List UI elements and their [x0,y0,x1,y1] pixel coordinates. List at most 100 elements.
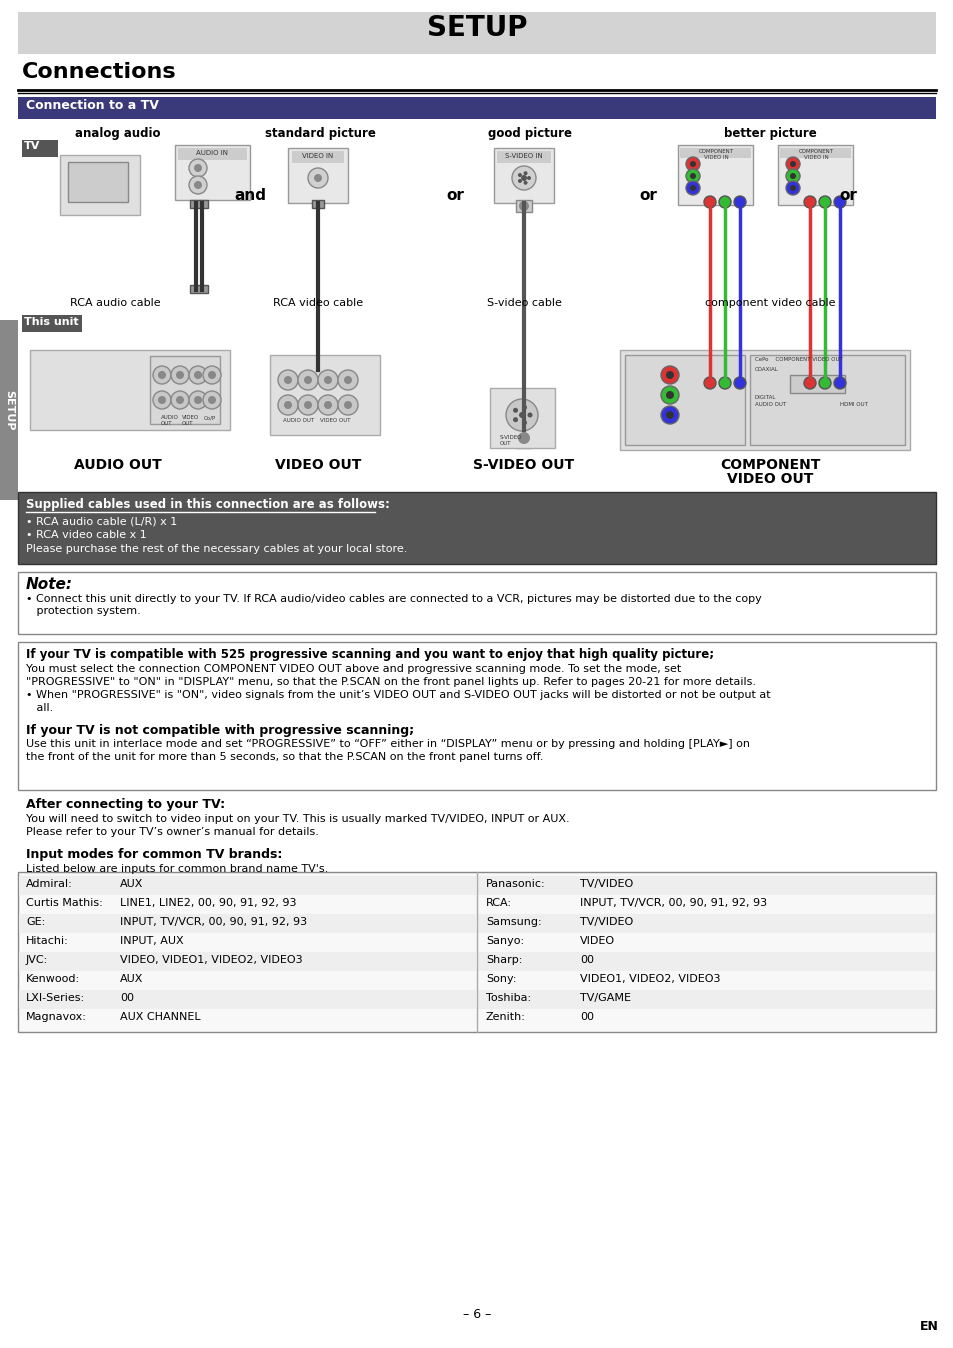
Bar [0,319,18,500]
Text: Admiral:: Admiral: [26,879,72,888]
Bar [18,12,935,54]
Circle shape [193,164,202,173]
Circle shape [324,400,332,408]
Text: VIDEO
OUT: VIDEO OUT [182,415,199,426]
Text: INPUT, AUX: INPUT, AUX [120,936,183,946]
Bar [619,350,909,450]
Text: Listed below are inputs for common brand name TV's.: Listed below are inputs for common brand… [26,864,328,874]
Circle shape [304,376,312,384]
Text: You must select the connection COMPONENT VIDEO OUT above and progressive scannin: You must select the connection COMPONENT… [26,665,680,674]
Text: Kenwood:: Kenwood: [26,975,80,984]
Circle shape [297,369,317,390]
Text: RCA audio cable: RCA audio cable [70,298,160,307]
Bar [19,989,476,1010]
Bar [789,375,844,394]
Text: S-VIDEO OUT: S-VIDEO OUT [473,458,574,472]
Bar [150,356,220,425]
Circle shape [158,396,166,404]
Text: AUDIO OUT: AUDIO OUT [283,418,314,423]
Text: AUDIO IN: AUDIO IN [195,150,228,156]
Circle shape [685,168,700,183]
Circle shape [314,174,322,182]
Bar [778,146,852,205]
Text: COAXIAL: COAXIAL [754,367,778,372]
Circle shape [344,400,352,408]
Bar [477,914,934,933]
Circle shape [785,168,800,183]
Text: You will need to switch to video input on your TV. This is usually marked TV/VID: You will need to switch to video input o… [26,814,569,824]
Text: or: or [639,187,657,204]
Text: AUDIO
OUT: AUDIO OUT [161,415,178,426]
Text: TV/GAME: TV/GAME [579,993,630,1003]
Circle shape [284,376,292,384]
Text: Use this unit in interlace mode and set “PROGRESSIVE” to “OFF” either in “DISPLA: Use this unit in interlace mode and set … [26,739,749,749]
Circle shape [818,377,830,390]
Text: 00: 00 [579,954,594,965]
Bar [780,148,850,158]
Text: Please refer to your TV’s owner’s manual for details.: Please refer to your TV’s owner’s manual… [26,828,318,837]
Circle shape [803,195,815,208]
Text: DIGITAL: DIGITAL [754,395,776,400]
Text: Panasonic:: Panasonic: [485,879,545,888]
Text: • RCA video cable x 1: • RCA video cable x 1 [26,530,147,541]
Circle shape [785,156,800,171]
Text: or: or [839,187,856,204]
Bar [749,355,904,445]
Text: and: and [233,187,266,204]
Bar [292,151,344,163]
Text: 00: 00 [579,1012,594,1022]
Bar [516,200,532,212]
Text: RCA video cable: RCA video cable [273,298,363,307]
Bar [22,140,58,156]
Bar [477,952,934,971]
Circle shape [189,177,207,194]
Text: S-VIDEO IN: S-VIDEO IN [504,154,542,159]
Circle shape [803,377,815,390]
Bar [178,148,247,160]
Circle shape [818,195,830,208]
Bar [30,350,230,430]
Bar [312,200,324,208]
Bar [497,151,551,163]
Text: COMPONENT: COMPONENT [720,458,820,472]
Bar [494,148,554,204]
Text: Please purchase the rest of the necessary cables at your local store.: Please purchase the rest of the necessar… [26,545,407,554]
Text: VIDEO, VIDEO1, VIDEO2, VIDEO3: VIDEO, VIDEO1, VIDEO2, VIDEO3 [120,954,302,965]
Circle shape [665,391,673,399]
Text: INPUT, TV/VCR, 00, 90, 91, 92, 93: INPUT, TV/VCR, 00, 90, 91, 92, 93 [579,898,766,909]
Circle shape [171,367,189,384]
Circle shape [505,399,537,431]
Text: VIDEO OUT: VIDEO OUT [319,418,350,423]
Text: AUX: AUX [120,975,143,984]
Text: Zenith:: Zenith: [485,1012,525,1022]
Text: If your TV is not compatible with progressive scanning;: If your TV is not compatible with progre… [26,724,414,737]
Text: COMPONENT
VIDEO IN: COMPONENT VIDEO IN [798,150,833,160]
Bar [190,200,208,208]
Bar [60,155,140,214]
Text: AUDIO OUT: AUDIO OUT [754,402,785,407]
Text: • Connect this unit directly to your TV. If RCA audio/video cables are connected: • Connect this unit directly to your TV.… [26,594,760,604]
Circle shape [193,181,202,189]
Text: EN: EN [919,1320,938,1333]
Bar [516,429,532,448]
Circle shape [518,201,529,212]
Text: AUDIO OUT: AUDIO OUT [74,458,162,472]
Circle shape [685,156,700,171]
Bar [679,148,750,158]
Text: Sony:: Sony: [485,975,516,984]
Text: CePo    COMPONENT VIDEO OUT: CePo COMPONENT VIDEO OUT [754,357,841,363]
Circle shape [203,367,221,384]
Circle shape [660,367,679,384]
Circle shape [685,181,700,195]
Text: RCA:: RCA: [485,898,512,909]
Bar [624,355,744,445]
Text: Co/P: Co/P [204,415,216,421]
Circle shape [337,369,357,390]
Circle shape [175,371,184,379]
Circle shape [152,391,171,408]
Text: LINE1, LINE2, 00, 90, 91, 92, 93: LINE1, LINE2, 00, 90, 91, 92, 93 [120,898,296,909]
Text: Connection to a TV: Connection to a TV [26,98,159,112]
Text: • RCA audio cable (L/R) x 1: • RCA audio cable (L/R) x 1 [26,516,177,526]
Text: analog audio: analog audio [75,127,161,140]
Text: TV: TV [24,142,40,151]
